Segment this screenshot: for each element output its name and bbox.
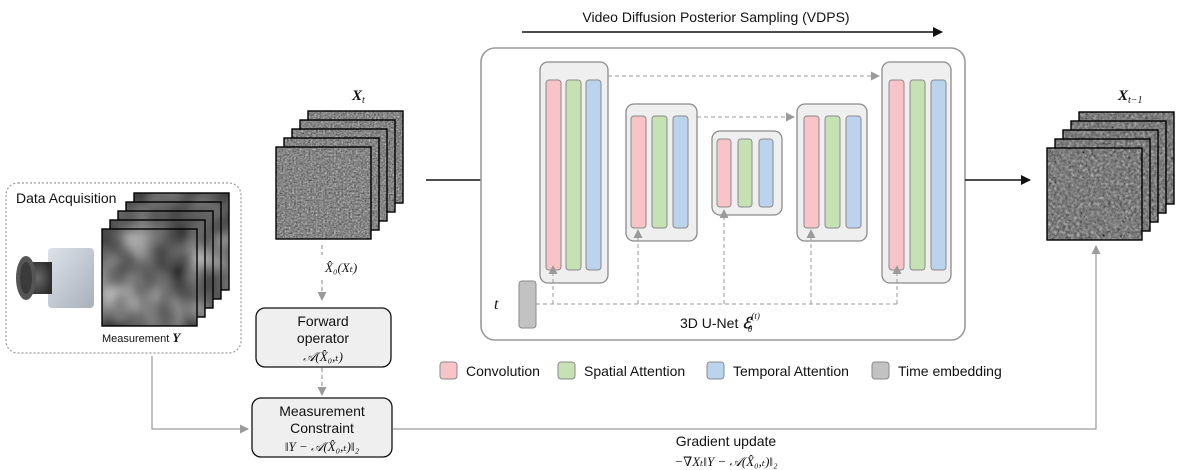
- unet-block-5: [881, 61, 952, 284]
- legend-label: Time embedding: [898, 363, 1002, 379]
- x0-estimate-label: X̂₀(Xₜ): [324, 260, 357, 275]
- legend-label: Convolution: [466, 363, 540, 379]
- gradient-update-label: Gradient update: [676, 433, 777, 449]
- legend-swatch: [706, 361, 725, 380]
- legend: Convolution Spatial Attention Temporal Att…: [439, 361, 1002, 380]
- time-embedding-taps: [548, 209, 902, 304]
- input-frame-stack: [275, 110, 404, 240]
- output-x-subscript: t−1: [1128, 95, 1143, 106]
- camera-icon: [16, 248, 94, 308]
- output-x-symbol: X: [1117, 88, 1129, 104]
- spatial-attention-layer: [737, 138, 753, 208]
- convolution-layer: [803, 115, 820, 229]
- spatial-attention-layer: [651, 115, 668, 229]
- legend-item: Convolution: [439, 361, 540, 380]
- measurement-constraint-box: Measurement Constraint ‖Y − 𝒜(X̂₀,ₜ)‖₂: [251, 397, 393, 458]
- unet-panel: t 3D U-Net ℰ(t) θ: [480, 47, 966, 341]
- spatial-attention-layer: [909, 79, 926, 271]
- unet-block-3: [711, 130, 783, 216]
- input-x-subscript: t: [362, 95, 365, 106]
- temporal-attention-layer: [672, 115, 689, 229]
- measurement-constraint-formula: ‖Y − 𝒜(X̂₀,ₜ)‖₂: [285, 439, 360, 454]
- data-acquisition-panel: Data Acquisition Measurement Y: [5, 182, 242, 354]
- measurement-label: Measurement Y: [102, 330, 181, 345]
- output-frame-stack: [1046, 111, 1175, 241]
- measurement-frame: [101, 228, 198, 327]
- time-input-label: t: [494, 296, 499, 313]
- legend-swatch: [557, 361, 576, 380]
- measurement-text: Measurement: [102, 333, 172, 345]
- forward-operator-line1: Forward: [297, 313, 348, 329]
- forward-operator-box: Forward operator 𝒜(X̂₀,ₜ): [255, 307, 392, 368]
- convolution-layer: [888, 79, 905, 271]
- legend-swatch: [439, 361, 458, 380]
- legend-label: Spatial Attention: [584, 363, 685, 379]
- unet-symbol: ℰ: [742, 316, 753, 332]
- unet-block-2: [625, 103, 698, 242]
- unet-subscript: θ: [748, 324, 753, 334]
- convolution-layer: [545, 79, 562, 271]
- measurement-to-constraint-arrow: [151, 356, 249, 434]
- convolution-layer: [630, 115, 647, 229]
- unet-superscript: (t): [751, 311, 760, 321]
- unet-block-1: [539, 61, 609, 284]
- gradient-update-formula: −∇Xₜ‖Y − 𝒜(X̂₀,ₜ)‖₂: [674, 454, 778, 469]
- legend-swatch: [871, 361, 890, 380]
- spatial-attention-layer: [565, 79, 582, 271]
- unet-label: 3D U-Net ℰ(t) θ: [680, 311, 760, 334]
- unet-blocks: [539, 61, 952, 284]
- forward-operator-line2: operator: [297, 330, 349, 346]
- time-embedding-block: [518, 280, 537, 329]
- measurement-constraint-line2: Constraint: [290, 420, 354, 436]
- title: Video Diffusion Posterior Sampling (VDPS…: [582, 9, 849, 25]
- legend-item: Spatial Attention: [557, 361, 685, 380]
- unet-text: 3D U-Net: [680, 315, 742, 331]
- temporal-attention-layer: [758, 138, 774, 208]
- temporal-attention-layer: [585, 79, 602, 271]
- measurement-symbol: Y: [172, 330, 181, 345]
- temporal-attention-layer: [930, 79, 947, 271]
- data-acquisition-label: Data Acquisition: [16, 190, 116, 206]
- spatial-attention-layer: [824, 115, 841, 229]
- convolution-layer: [716, 138, 732, 208]
- legend-label: Temporal Attention: [733, 363, 849, 379]
- output-frame: [1046, 147, 1143, 241]
- legend-item: Time embedding: [871, 361, 1002, 380]
- input-x-symbol: X: [351, 88, 363, 104]
- gradient-update-arrow: [393, 245, 1101, 430]
- input-frames-label: Xt: [351, 88, 365, 106]
- measurement-frame-stack: [101, 192, 230, 327]
- legend-item: Temporal Attention: [706, 361, 849, 380]
- forward-operator-formula: 𝒜(X̂₀,ₜ): [303, 349, 343, 364]
- output-frames-label: Xt−1: [1117, 88, 1143, 106]
- measurement-constraint-line1: Measurement: [279, 403, 365, 419]
- unet-block-4: [796, 103, 868, 242]
- temporal-attention-layer: [845, 115, 862, 229]
- input-frame: [275, 146, 372, 240]
